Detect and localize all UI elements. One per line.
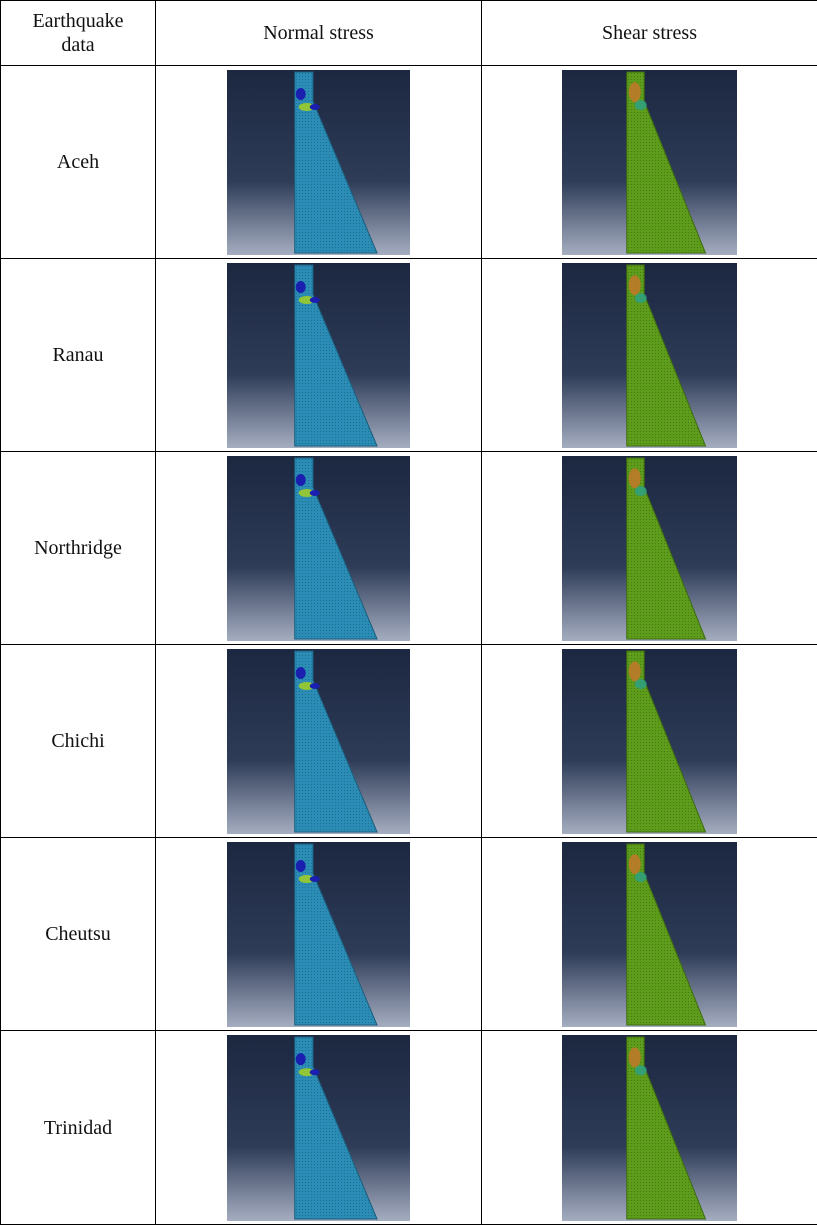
shear-stress-image (562, 263, 737, 448)
shear-stress-image (562, 70, 737, 255)
table-cell: Cheutsu (0, 837, 156, 1031)
normal-stress-image (227, 1035, 410, 1221)
shear-stress-image (562, 842, 737, 1027)
table-cell: Normal stress (155, 0, 482, 66)
normal-stress-image (227, 70, 410, 255)
table-cell: Shear stress (481, 0, 817, 66)
table-cell: Ranau (0, 258, 156, 452)
normal-stress-image (227, 456, 410, 641)
normal-stress-image (227, 649, 410, 834)
cell-text: Northridge (34, 536, 122, 560)
shear-stress-image (562, 649, 737, 834)
shear-stress-image (562, 456, 737, 641)
cell-text: Ranau (52, 343, 103, 367)
page: Earthquake data Normal stress Shear stress… (0, 0, 817, 1226)
cell-text: Aceh (57, 150, 99, 174)
table-cell: Trinidad (0, 1030, 156, 1225)
table-cell: Earthquake data (0, 0, 156, 66)
shear-stress-image (562, 1035, 737, 1221)
table-cell: Chichi (0, 644, 156, 838)
cell-text: Normal stress (263, 21, 374, 45)
cell-text: Cheutsu (45, 922, 111, 946)
cell-text: Trinidad (44, 1116, 112, 1140)
cell-text: Earthquake data (23, 9, 133, 57)
table-cell: Northridge (0, 451, 156, 645)
normal-stress-image (227, 263, 410, 448)
table-cell: Aceh (0, 65, 156, 259)
normal-stress-image (227, 842, 410, 1027)
cell-text: Chichi (51, 729, 104, 753)
cell-text: Shear stress (602, 21, 697, 45)
